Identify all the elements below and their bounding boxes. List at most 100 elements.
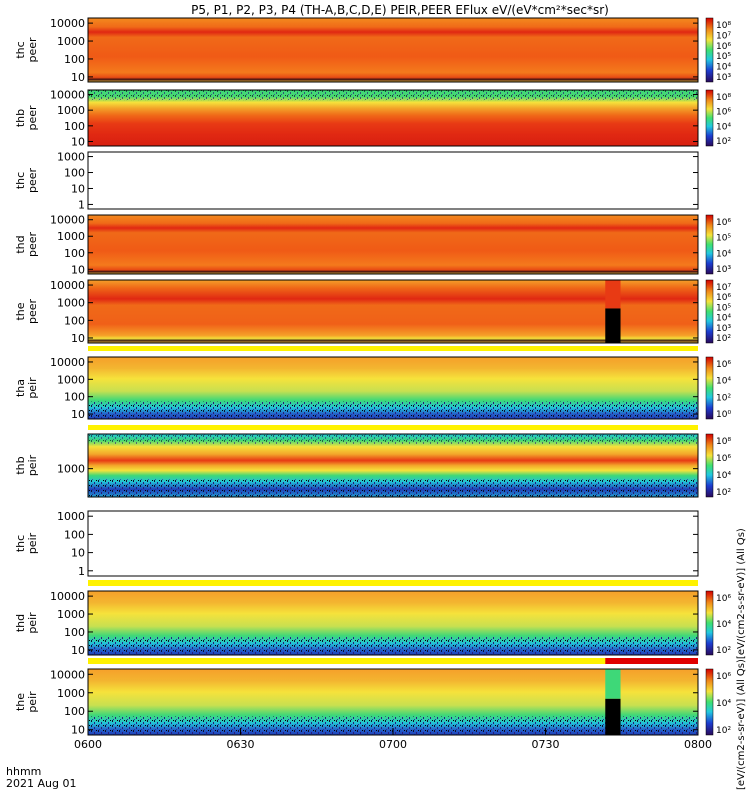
colorbar-tick-label: 10³ (716, 324, 731, 334)
colorbar-tick-label: 10⁶ (716, 454, 731, 464)
time-axis-label-bottom: 2021 Aug 01 (6, 777, 76, 790)
colorbar-tick-label: 10⁷ (716, 31, 731, 41)
colorbar (705, 433, 714, 498)
colorbar-tick-label: 10⁸ (716, 437, 731, 447)
data-gap (605, 308, 621, 343)
colorbar-tick-label: 10³ (716, 265, 731, 275)
quality-flag-bar (88, 346, 698, 351)
panel-frame (87, 279, 699, 344)
panel-product-label: peir (26, 454, 39, 476)
panel-probe-label: thd (14, 614, 27, 632)
panel-thb-peir: 1000 thb peir 10⁸ 10⁶ 10⁴ 10² (14, 433, 731, 498)
colorbar-tick-label: 10⁴ (716, 122, 731, 132)
colorbar-tick-label: 10² (716, 393, 731, 403)
panel-the-peir: 10 100 1000 10000 the peir 10⁶ 10⁴ 10² (14, 668, 731, 736)
colorbar-tick-label: 10⁵ (716, 52, 731, 62)
y-tick-label: 1000 (57, 687, 85, 700)
colorbar (705, 17, 714, 83)
colorbar-tick-label: 10⁴ (716, 471, 731, 481)
panel-product-label: peir (26, 532, 39, 554)
x-tick-label: 0730 (532, 738, 560, 751)
panel-probe-label: tha (14, 379, 27, 397)
x-tick-label: 0700 (379, 738, 407, 751)
colorbar-tick-label: 10⁶ (716, 672, 731, 682)
colorbar-tick-label: 10⁴ (716, 314, 731, 324)
spectrogram-noise (88, 90, 698, 101)
quality-flag-bar-red (605, 658, 698, 664)
panel-thd-peir: 10 100 1000 10000 thd peir 10⁶ 10⁴ 10² (14, 590, 731, 657)
data-gap (605, 698, 621, 735)
colorbar-tick-label: 10⁶ (716, 42, 731, 52)
panel-probe-label: thd (14, 235, 27, 253)
y-tick-label: 10 (71, 136, 85, 149)
y-tick-label: 100 (64, 626, 85, 639)
y-tick-label: 10000 (50, 279, 85, 292)
y-tick-label: 100 (64, 247, 85, 260)
colorbar-units-label: [eV/(cm2-s-sr-eV)] (All Qs)[eV/(cm2-s-sr… (736, 528, 747, 790)
panel-frame (87, 89, 699, 147)
panel-tha-peir: 10 100 1000 10000 tha peir 10⁶ 10⁴ 10² 10⁰ (14, 356, 731, 421)
panel-probe-label: the (14, 693, 27, 711)
panel-product-label: peir (26, 612, 39, 634)
colorbar-tick-label: 10⁶ (716, 293, 731, 303)
colorbar-tick-label: 10⁴ (716, 249, 731, 259)
y-tick-label: 10000 (50, 590, 85, 603)
panel-probe-label: thc (14, 535, 27, 552)
y-tick-label: 1000 (57, 463, 85, 476)
spectrogram-fill (88, 215, 698, 274)
quality-flag-bar (88, 425, 698, 430)
y-tick-label: 100 (64, 120, 85, 133)
y-tick-label: 1 (78, 198, 85, 211)
y-tick-label: 10 (71, 408, 85, 421)
y-tick-label: 100 (64, 391, 85, 404)
colorbar (705, 590, 714, 656)
data-gap-top (605, 280, 621, 309)
colorbar (705, 89, 714, 147)
panel-probe-label: thc (14, 41, 27, 58)
panel-probe-label: thb (14, 109, 27, 127)
quality-flag-bar (88, 658, 698, 664)
spectrogram-fill (88, 280, 698, 343)
colorbar-tick-label: 10⁶ (716, 108, 731, 118)
colorbar-tick-label: 10⁵ (716, 234, 731, 244)
x-tick-label: 0630 (227, 738, 255, 751)
panel-frame (87, 590, 699, 656)
panel-probe-label: thb (14, 456, 27, 474)
y-tick-label: 100 (64, 314, 85, 327)
panel-product-label: peer (26, 168, 39, 194)
y-tick-label: 10 (71, 724, 85, 737)
y-tick-label: 100 (64, 167, 85, 180)
colorbar-tick-label: 10⁶ (716, 218, 731, 228)
colorbar (705, 279, 714, 344)
spectrogram-noise (88, 401, 698, 419)
panel-product-label: peer (26, 299, 39, 325)
panel-frame (87, 151, 699, 210)
panel-product-label: peer (26, 232, 39, 258)
y-tick-label: 10 (71, 644, 85, 657)
figure-title: P5, P1, P2, P3, P4 (TH-A,B,C,D,E) PEIR,P… (191, 3, 609, 17)
x-tick-label: 0800 (684, 738, 712, 751)
panel-probe-label: the (14, 302, 27, 320)
y-tick-label: 1 (78, 565, 85, 578)
y-tick-label: 10 (71, 71, 85, 84)
y-tick-label: 1000 (57, 230, 85, 243)
panel-thb-peer: 10 100 1000 10000 thb peer 10⁸ 10⁶ 10⁴ 10² (14, 88, 731, 148)
panel-product-label: peir (26, 377, 39, 399)
panel-frame (87, 17, 699, 83)
panel-product-label: peer (26, 105, 39, 131)
y-tick-label: 10000 (50, 668, 85, 681)
colorbar-tick-label: 10² (716, 334, 731, 344)
y-tick-label: 10000 (50, 88, 85, 101)
colorbar-tick-label: 10⁴ (716, 620, 731, 630)
y-tick-label: 100 (64, 528, 85, 541)
y-tick-label: 100 (64, 705, 85, 718)
panel-frame (87, 510, 699, 577)
spectrogram-noise (88, 637, 698, 655)
panel-frame (87, 433, 699, 498)
time-axis: 0600 0630 0700 0730 0800 (74, 728, 712, 751)
colorbar-tick-label: 10⁴ (716, 377, 731, 387)
colorbar-tick-label: 10⁸ (716, 21, 731, 31)
panel-thc-peir: 1 10 100 1000 thc peir (14, 510, 699, 578)
